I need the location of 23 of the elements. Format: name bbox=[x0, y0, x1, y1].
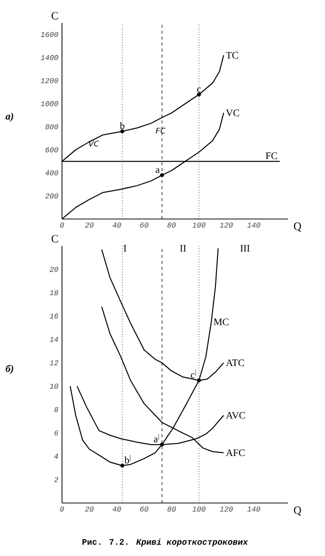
series-label: VC bbox=[226, 110, 240, 116]
text: а) bbox=[6, 112, 14, 122]
annotation: a$^{|}$ bbox=[154, 434, 159, 442]
series-label: AVC bbox=[226, 412, 246, 419]
annotation: b$^{|}$ bbox=[124, 454, 130, 464]
series-label: ATC bbox=[226, 359, 244, 366]
y-axis-title: C bbox=[52, 12, 58, 20]
text: б) bbox=[6, 364, 14, 374]
annotation: a bbox=[156, 168, 160, 173]
series-label: TC bbox=[226, 52, 238, 59]
text: Рис. 7.2. Криві короткострокових bbox=[82, 538, 248, 546]
annotation: b bbox=[120, 122, 124, 130]
annotation: II bbox=[180, 244, 186, 252]
annotation: c bbox=[197, 87, 201, 92]
x-axis-title: Q bbox=[294, 506, 302, 516]
annotation: I bbox=[124, 244, 126, 252]
series-label: AFC bbox=[226, 449, 245, 456]
y-axis-title: C bbox=[52, 235, 58, 242]
annotation: III bbox=[240, 244, 250, 252]
series-label: FC bbox=[266, 152, 278, 160]
x-axis-title: Q bbox=[294, 222, 302, 232]
series-label: MC bbox=[214, 318, 228, 326]
annotation: c$^{|}$ bbox=[190, 370, 196, 378]
